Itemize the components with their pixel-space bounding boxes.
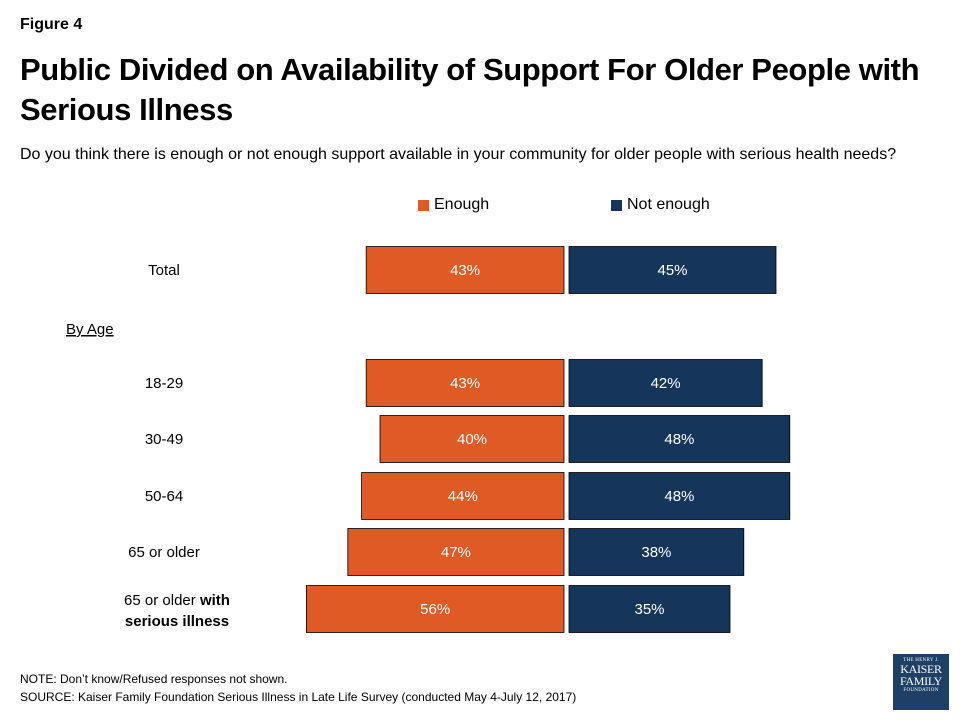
logo-line-3: FAMILY [899,674,943,688]
chart-source: SOURCE: Kaiser Family Foundation Serious… [20,690,577,704]
bar-not-enough [568,528,745,576]
data-label-not-enough: 45% [657,262,687,279]
bar-not-enough [568,472,791,520]
category-label: 30-49 [145,431,183,448]
legend-item-enough: Enough [418,196,489,214]
logo-line-1: THE HENRY J. [903,658,939,663]
category-label: 50-64 [145,488,183,505]
chart-legend: Enough Not enough [0,196,960,220]
data-label-enough: 44% [448,488,478,505]
data-label-enough: 43% [450,375,480,392]
bar-enough [379,415,565,463]
legend-label-enough: Enough [434,196,490,213]
diverging-bar-chart: By Age 43% 45% Total 43% 42% 18-29 40% 48% 30-49 4… [66,246,791,633]
bar-enough [365,359,565,407]
data-label-not-enough: 48% [664,431,694,448]
bar-enough [347,528,565,576]
data-label-not-enough: 48% [664,488,694,505]
bar-not-enough [568,585,731,633]
data-label-enough: 43% [450,262,480,279]
bar-enough [361,472,565,520]
legend-swatch-not-enough [611,199,622,211]
bar-enough [305,585,565,633]
figure-label: Figure 4 [20,16,83,33]
category-label: 18-29 [145,375,183,392]
kff-logo: THE HENRY J. KAISER FAMILY FOUNDATION [893,654,949,710]
data-label-enough: 47% [441,544,471,561]
bar-not-enough [568,415,791,463]
legend-label-not-enough: Not enough [627,196,710,213]
legend-swatch-enough [418,199,429,211]
data-label-enough: 40% [457,431,487,448]
data-label-not-enough: 38% [641,544,671,561]
category-label: 65 or older with [124,592,230,609]
chart-title: Public Divided on Availability of Suppor… [20,52,920,127]
bar-not-enough [568,246,777,294]
category-label: Total [148,262,180,279]
section-label-by-age: By Age [66,321,114,338]
bar-enough [365,246,565,294]
legend-item-not-enough: Not enough [611,196,710,214]
logo-line-4: FOUNDATION [903,688,939,693]
data-label-enough: 56% [420,601,450,618]
category-label-line-2: serious illness [125,613,229,630]
chart-subtitle: Do you think there is enough or not enou… [20,146,897,163]
bar-not-enough [568,359,763,407]
data-label-not-enough: 35% [634,601,664,618]
category-label: 65 or older [128,544,200,561]
chart-note: NOTE: Don’t know/Refused responses not s… [20,672,288,686]
logo-line-2: KAISER [900,662,942,676]
data-label-not-enough: 42% [651,375,681,392]
